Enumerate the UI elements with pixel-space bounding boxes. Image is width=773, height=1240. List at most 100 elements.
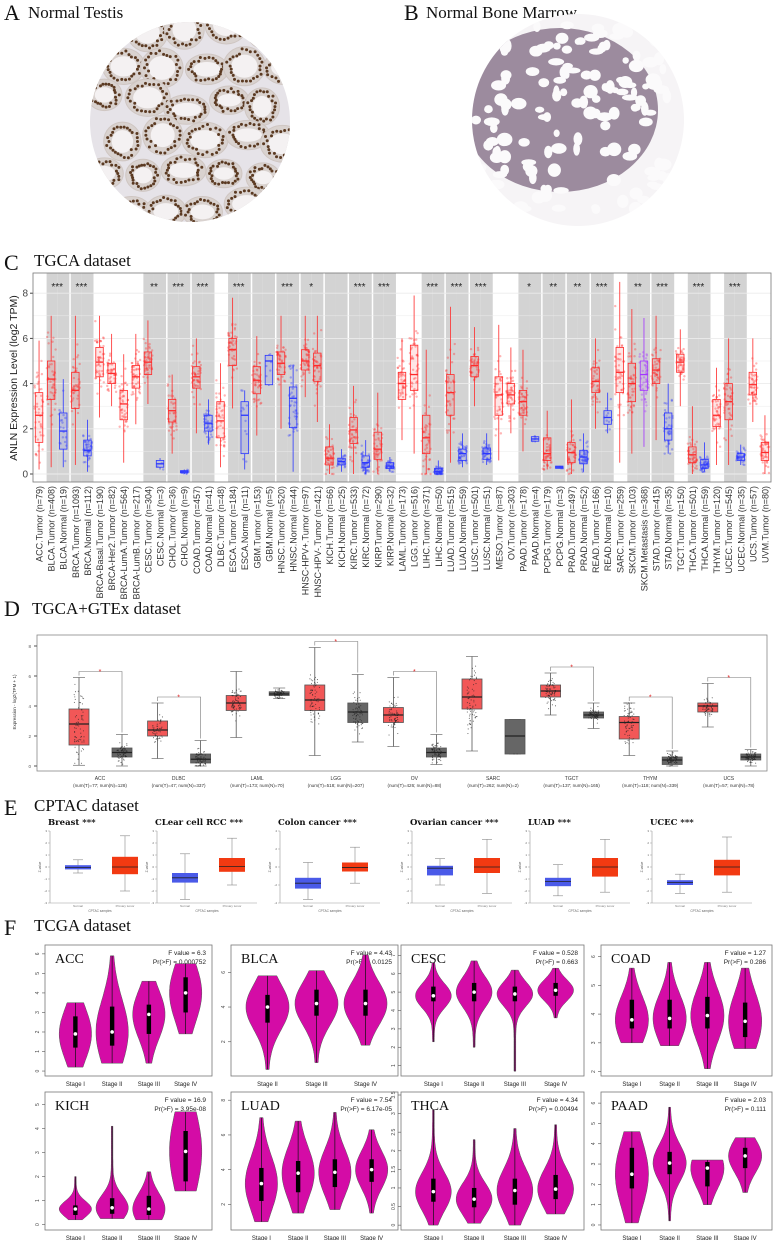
- jitter-point: [292, 410, 295, 414]
- jitter-point: [85, 450, 89, 454]
- stained-nucleus: [111, 130, 115, 134]
- jitter-point: [88, 434, 91, 438]
- jitter-point: [277, 354, 281, 357]
- jitter-point: [763, 449, 767, 453]
- jitter-point: [171, 402, 175, 406]
- category-box: [651, 358, 661, 384]
- jitter-point: [581, 459, 584, 462]
- jitter-point: [83, 741, 85, 743]
- category-15: [215, 363, 226, 468]
- fat-vacuole: [533, 21, 541, 33]
- jitter-point: [72, 392, 75, 395]
- stained-nucleus: [109, 74, 113, 78]
- significance-band: [591, 273, 602, 482]
- stained-nucleus: [233, 167, 237, 171]
- jitter-point: [198, 403, 202, 406]
- jitter-point: [470, 707, 472, 710]
- jitter-point: [681, 366, 684, 370]
- jitter-point: [305, 354, 309, 357]
- jitter-point: [357, 714, 359, 716]
- jitter-point: [147, 364, 151, 367]
- jitter-point: [210, 435, 214, 439]
- jitter-point: [395, 702, 397, 704]
- jitter-point: [50, 386, 54, 389]
- jitter-point: [51, 392, 54, 395]
- jitter-point: [230, 340, 233, 343]
- jitter-point: [351, 439, 355, 442]
- jitter-point: [725, 403, 728, 407]
- jitter-point: [729, 376, 733, 379]
- jitter-point: [291, 395, 294, 399]
- jitter-point: [283, 691, 285, 693]
- jitter-point: [196, 765, 198, 767]
- jitter-point: [403, 374, 406, 377]
- jitter-point: [386, 463, 389, 467]
- jitter-point: [554, 699, 556, 702]
- jitter-point: [596, 411, 599, 414]
- stained-nucleus: [140, 221, 144, 222]
- jitter-point: [389, 720, 391, 722]
- stained-nucleus: [142, 163, 146, 167]
- jitter-point: [227, 331, 230, 335]
- jitter-point: [120, 408, 124, 411]
- jitter-point: [244, 429, 247, 433]
- stained-nucleus: [127, 53, 131, 57]
- jitter-point: [617, 403, 620, 407]
- jitter-point: [699, 468, 702, 472]
- stained-nucleus: [252, 76, 256, 80]
- x-tick-label: ACC.Tumor (n=79): [35, 486, 45, 562]
- group-label: SARC: [486, 776, 500, 782]
- stained-nucleus: [211, 56, 215, 60]
- fat-vacuole: [599, 41, 608, 49]
- stained-nucleus: [159, 24, 163, 28]
- jitter-point: [376, 450, 379, 453]
- significance-band: [627, 273, 638, 482]
- x-tick-label: BRCA-LumA.Tumor (n=564): [119, 486, 129, 599]
- jitter-point: [159, 714, 161, 716]
- jitter-point: [695, 440, 698, 444]
- category-box: [216, 401, 225, 439]
- jitter-point: [276, 344, 279, 347]
- jitter-point: [390, 726, 392, 728]
- jitter-point: [748, 402, 752, 405]
- stained-nucleus: [273, 108, 277, 112]
- jitter-point: [232, 708, 234, 710]
- jitter-point: [471, 675, 473, 678]
- jitter-point: [74, 683, 76, 685]
- jitter-point: [670, 399, 674, 402]
- jitter-point: [750, 391, 753, 395]
- jitter-point: [484, 448, 487, 452]
- jitter-point: [197, 754, 199, 757]
- jitter-point: [614, 304, 617, 308]
- jitter-point: [37, 407, 41, 411]
- jitter-point: [319, 715, 321, 717]
- jitter-point: [375, 453, 378, 456]
- jitter-point: [312, 710, 314, 712]
- jitter-point: [434, 753, 436, 756]
- jitter-point: [313, 705, 315, 707]
- jitter-point: [303, 363, 307, 367]
- stained-nucleus: [122, 34, 126, 38]
- stained-nucleus: [233, 77, 237, 81]
- jitter-point: [507, 381, 510, 384]
- jitter-point: [120, 411, 124, 414]
- jitter-point: [679, 358, 683, 362]
- stained-nucleus: [189, 214, 193, 218]
- jitter-point: [633, 718, 635, 720]
- jitter-point: [620, 344, 624, 347]
- significance-band: [445, 273, 457, 482]
- jitter-point: [51, 385, 54, 389]
- jitter-point: [580, 468, 584, 471]
- stained-nucleus: [262, 90, 266, 94]
- stained-nucleus: [198, 56, 202, 60]
- stained-nucleus: [147, 212, 151, 216]
- jitter-point: [290, 381, 293, 385]
- jitter-point: [259, 402, 262, 405]
- jitter-point: [373, 428, 376, 432]
- jitter-point: [388, 701, 390, 703]
- jitter-point: [253, 360, 256, 364]
- stained-nucleus: [179, 116, 183, 120]
- stained-nucleus: [183, 179, 187, 183]
- jitter-point: [725, 384, 729, 387]
- jitter-point: [144, 364, 148, 368]
